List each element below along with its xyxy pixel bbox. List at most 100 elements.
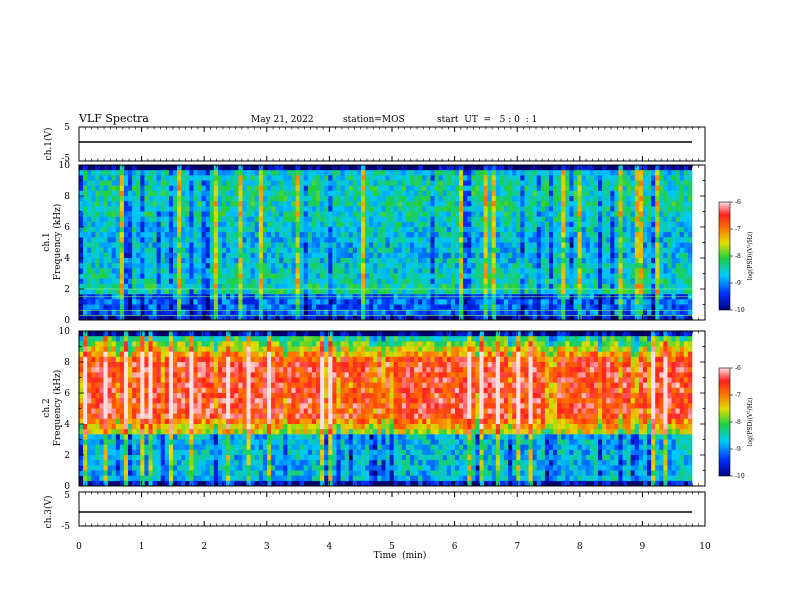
spectrogram-cell bbox=[369, 242, 374, 248]
spectrogram-cell bbox=[377, 247, 382, 254]
spectrogram-cell bbox=[111, 455, 117, 461]
spectrogram-cell bbox=[123, 206, 129, 212]
spectrogram-cell bbox=[246, 242, 251, 248]
spectrogram-cell bbox=[197, 304, 202, 310]
spectrogram-cell bbox=[209, 221, 215, 228]
spectrogram-cell bbox=[111, 258, 117, 264]
spectrogram-cell bbox=[622, 268, 627, 274]
spectrogram-cell bbox=[283, 227, 288, 233]
spectrogram-cell bbox=[618, 180, 623, 186]
spectrogram-cell bbox=[442, 216, 448, 223]
spectrogram-cell bbox=[385, 263, 390, 269]
spectrogram-cell bbox=[459, 283, 464, 290]
spectrogram-cell bbox=[565, 206, 570, 212]
spectrogram-cell bbox=[557, 237, 562, 243]
spectrogram-cell bbox=[651, 227, 656, 233]
spectrogram-cell bbox=[95, 434, 100, 440]
spectrogram-cell bbox=[156, 403, 162, 409]
spectrogram-cell bbox=[262, 309, 268, 316]
spectrogram-cell bbox=[438, 216, 444, 223]
spectrogram-cell bbox=[103, 268, 108, 274]
spectrogram-cell bbox=[177, 237, 182, 243]
spectrogram-cell bbox=[250, 314, 256, 321]
spectrogram-cell bbox=[299, 258, 305, 264]
spectrogram-cell bbox=[573, 175, 578, 181]
spectrogram-cell bbox=[148, 403, 153, 409]
spectrogram-cell bbox=[483, 289, 488, 295]
spectrogram-cell bbox=[634, 221, 640, 228]
spectrogram-cell bbox=[140, 299, 145, 305]
spectrogram-cell bbox=[234, 314, 239, 321]
spectrogram-cell bbox=[226, 263, 231, 269]
spectrogram-cell bbox=[168, 211, 174, 217]
spectrogram-cell bbox=[328, 258, 333, 264]
spectrogram-cell bbox=[258, 299, 264, 305]
spectrogram-cell bbox=[434, 263, 439, 269]
spectrogram-cell bbox=[87, 170, 92, 176]
spectrogram-cell bbox=[299, 180, 305, 186]
spectrogram-cell bbox=[164, 367, 170, 373]
spectrogram-cell bbox=[115, 309, 121, 316]
spectrogram-cell bbox=[520, 289, 525, 295]
spectrogram-cell bbox=[381, 211, 386, 217]
spectrogram-cell bbox=[340, 232, 345, 238]
spectrogram-cell bbox=[606, 299, 611, 305]
spectrogram-cell bbox=[152, 268, 157, 274]
spectrogram-cell bbox=[258, 273, 264, 279]
spectrogram-cell bbox=[438, 258, 444, 264]
spectrogram-cell bbox=[548, 185, 554, 192]
spectrogram-cell bbox=[177, 206, 182, 212]
spectrogram-cell bbox=[520, 232, 525, 238]
spectrogram-cell bbox=[95, 465, 100, 471]
spectrogram-cell bbox=[258, 175, 264, 181]
spectrogram-cell bbox=[528, 201, 533, 207]
spectrogram-cell bbox=[589, 273, 595, 279]
spectrogram-cell bbox=[152, 449, 157, 456]
spectrogram-cell bbox=[360, 258, 366, 264]
spectrogram-cell bbox=[524, 242, 529, 248]
spectrogram-cell bbox=[144, 170, 149, 176]
spectrogram-cell bbox=[250, 252, 256, 259]
spectrogram-cell bbox=[471, 242, 476, 248]
spectrogram-cell bbox=[103, 351, 108, 358]
spectrogram-cell bbox=[655, 201, 660, 207]
spectrogram-cell bbox=[87, 346, 92, 352]
spectrogram-cell bbox=[160, 211, 166, 217]
spectrogram-cell bbox=[115, 382, 121, 389]
spectrogram-cell bbox=[360, 273, 366, 279]
spectrogram-cell bbox=[475, 314, 480, 321]
spectrogram-cell bbox=[385, 206, 390, 212]
spectrogram-cell bbox=[189, 242, 194, 248]
spectrogram-cell bbox=[585, 299, 591, 305]
spectrogram-cell bbox=[201, 170, 206, 176]
spectrogram-cell bbox=[463, 201, 468, 207]
spectrogram-cell bbox=[164, 480, 170, 487]
spectrogram-cell bbox=[356, 232, 362, 238]
spectrogram-cell bbox=[675, 221, 681, 228]
spectrogram-cell bbox=[438, 185, 444, 192]
spectrogram-cell bbox=[152, 170, 157, 176]
spectrogram-cell bbox=[213, 252, 219, 259]
spectrogram-cell bbox=[119, 382, 125, 389]
spectrogram-cell bbox=[83, 336, 88, 342]
spectrogram-cell bbox=[381, 232, 386, 238]
spectrogram-cell bbox=[585, 304, 591, 310]
spectrogram-cell bbox=[647, 232, 652, 238]
spectrogram-cell bbox=[111, 165, 117, 171]
spectrogram-cell bbox=[123, 268, 129, 274]
spectrogram-cell bbox=[593, 216, 599, 223]
spectrogram-cell bbox=[316, 289, 321, 295]
spectrogram-cell bbox=[99, 247, 104, 254]
spectrogram-cell bbox=[344, 190, 350, 197]
spectrogram-cell bbox=[614, 170, 619, 176]
spectrogram-cell bbox=[238, 211, 243, 217]
spectrogram-cell bbox=[217, 289, 223, 295]
spectrogram-cell bbox=[262, 180, 268, 186]
spectrogram-cell bbox=[593, 258, 599, 264]
spectrogram-cell bbox=[148, 268, 153, 274]
spectrogram-cell bbox=[119, 362, 125, 368]
spectrogram-cell bbox=[279, 180, 284, 186]
spectrogram-cell bbox=[152, 382, 157, 389]
spectrogram-cell bbox=[422, 273, 427, 279]
spectrogram-cell bbox=[463, 247, 468, 254]
